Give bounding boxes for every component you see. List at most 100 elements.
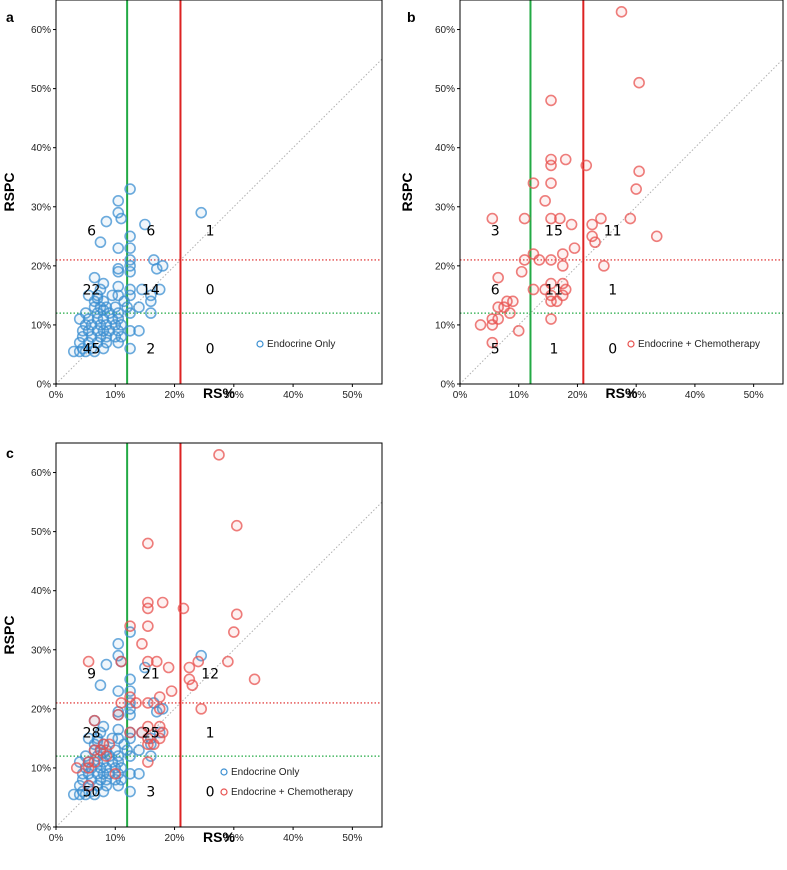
y-tick-label: 60% — [31, 25, 51, 36]
data-point — [192, 655, 205, 668]
data-point — [533, 254, 546, 266]
legend: Endocrine Only Endocrine + Chemotherapy — [220, 767, 353, 798]
data-point — [109, 768, 122, 780]
data-point — [230, 608, 243, 621]
data-point — [124, 620, 136, 632]
y-tick-label: 50% — [31, 84, 51, 95]
data-point — [82, 313, 95, 325]
data-point — [162, 661, 175, 674]
data-point — [124, 265, 136, 278]
x-tick-label: 40% — [283, 833, 303, 844]
plot-frame — [55, 0, 383, 385]
data-point — [145, 738, 157, 751]
data-point — [565, 218, 578, 231]
data-point — [615, 6, 628, 18]
data-point — [130, 697, 142, 709]
data-point — [142, 537, 154, 550]
data-point — [142, 738, 154, 751]
data-point — [124, 307, 136, 319]
data-point — [124, 342, 136, 355]
data-point — [112, 336, 125, 349]
data-point — [124, 673, 136, 686]
region-count-label: 45 — [83, 342, 101, 358]
y-tick-label: 60% — [31, 468, 51, 479]
x-tick-label: 20% — [165, 833, 185, 844]
legend: Endocrine Only — [256, 339, 335, 350]
panel-label: b — [407, 9, 416, 25]
x-tick-label: 10% — [509, 390, 529, 401]
data-point — [124, 183, 136, 195]
data-point — [486, 319, 499, 331]
data-point — [183, 673, 196, 686]
legend: Endocrine + Chemotherapy — [627, 339, 760, 350]
data-point — [633, 76, 645, 89]
data-point — [112, 206, 125, 219]
x-tick-label: 10% — [105, 390, 125, 401]
data-point — [88, 345, 101, 358]
data-point — [586, 230, 598, 243]
data-point — [186, 679, 199, 692]
data-point — [539, 195, 551, 207]
panel-label: a — [6, 9, 14, 25]
data-point — [100, 215, 113, 228]
data-point — [142, 602, 154, 615]
data-point — [230, 519, 243, 532]
data-point — [142, 697, 154, 709]
y-tick-label: 40% — [435, 143, 455, 154]
region-count-label: 0 — [206, 282, 215, 298]
data-point — [124, 325, 136, 337]
data-point — [559, 283, 572, 296]
data-point — [79, 345, 92, 358]
data-point — [112, 685, 125, 697]
data-point — [580, 159, 593, 172]
data-point — [177, 602, 190, 615]
data-point — [124, 242, 136, 254]
diagonal-reference-line — [459, 58, 784, 385]
data-point — [112, 313, 125, 325]
y-tick-label: 0% — [37, 380, 52, 391]
data-point — [474, 319, 487, 331]
data-point — [213, 449, 225, 461]
data-point — [504, 307, 516, 319]
data-point — [650, 230, 663, 243]
region-count-label: 28 — [83, 725, 101, 741]
region-count-label: 1 — [206, 223, 215, 239]
y-axis-label: RSPC — [399, 173, 415, 212]
data-point — [133, 744, 145, 757]
region-count-label: 11 — [545, 282, 563, 298]
data-point — [248, 673, 261, 686]
region-count-label: 50 — [83, 785, 101, 801]
region-count-label: 21 — [142, 666, 160, 682]
data-point — [545, 177, 557, 189]
data-point — [150, 262, 163, 275]
data-point — [222, 655, 234, 668]
data-point — [100, 336, 113, 349]
y-tick-label: 0% — [441, 380, 456, 391]
data-point — [195, 703, 208, 715]
data-point — [512, 325, 525, 337]
data-point — [82, 655, 95, 668]
data-point — [556, 260, 569, 272]
data-point — [156, 726, 169, 739]
series-endocrine-only — [67, 183, 208, 358]
data-point — [112, 325, 125, 337]
data-point — [112, 708, 125, 721]
data-point — [142, 756, 154, 768]
data-point — [165, 685, 178, 697]
region-count-label: 3 — [146, 785, 155, 801]
data-point — [100, 319, 113, 331]
data-point — [501, 295, 513, 308]
data-point — [556, 248, 569, 260]
data-point — [88, 714, 101, 727]
region-count-label: 14 — [142, 282, 160, 298]
x-tick-label: 50% — [342, 833, 362, 844]
data-point — [150, 655, 163, 668]
data-point — [139, 218, 151, 231]
legend-marker — [256, 340, 264, 348]
region-count-label: 11 — [604, 223, 622, 239]
data-point — [145, 750, 157, 762]
region-count-label: 6 — [87, 223, 96, 239]
data-point — [153, 720, 166, 733]
data-point — [112, 638, 125, 650]
x-axis-label: RS% — [606, 385, 638, 401]
